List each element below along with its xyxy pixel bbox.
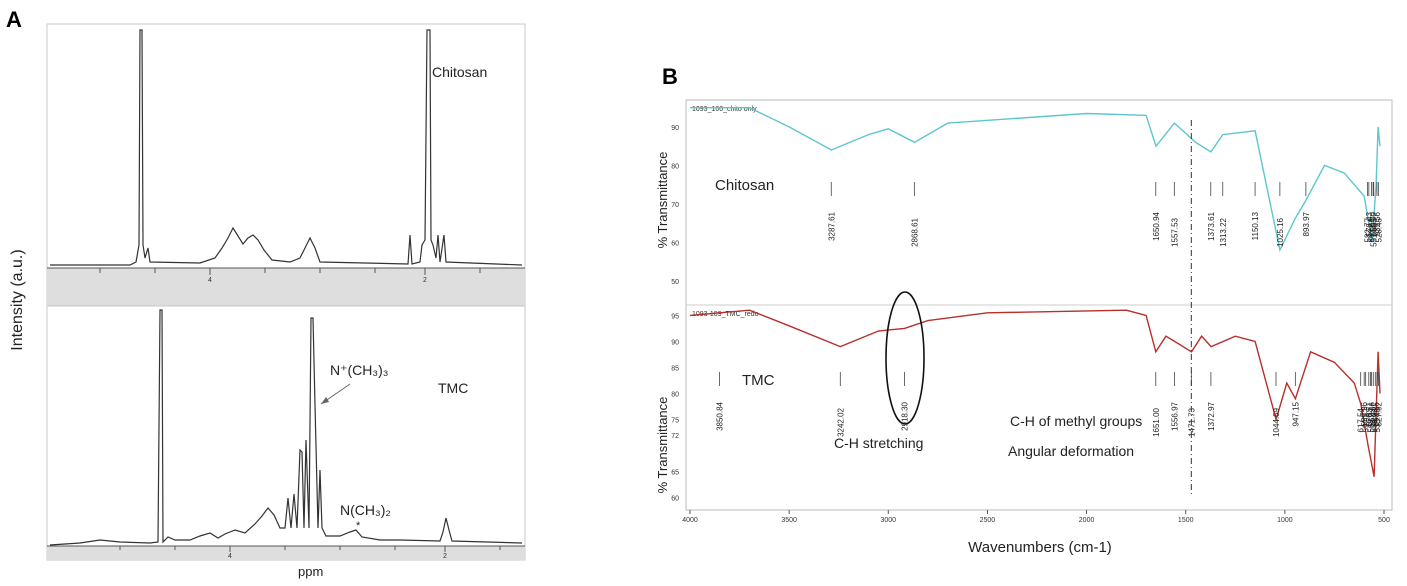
- ftir-peak-label: 617.54: [1357, 407, 1366, 432]
- ftir-peak-label: 1557.53: [1170, 217, 1179, 246]
- ftir-ytick-1-0: 95: [671, 313, 679, 320]
- ftir-tmc-series: [689, 309, 1381, 477]
- ftir-ylabel-top: % Transmittance: [655, 152, 670, 249]
- ftir-peak-label: 592.52: [1362, 407, 1371, 432]
- nmr-chitosan-spectrum: [50, 29, 523, 266]
- ftir-ylabel-bottom: % Transmittance: [655, 397, 670, 494]
- nmr-top-ticks: [99, 268, 481, 275]
- ftir-peak-label: 3850.84: [716, 401, 725, 430]
- ftir-ytick-1-3: 80: [671, 392, 679, 399]
- ftir-ytick-1-2: 85: [671, 366, 679, 373]
- ftir-peak-label: 576.71: [1365, 401, 1374, 426]
- ftir-peak-label: 582.77: [1364, 217, 1373, 242]
- ftir-peaks-tmc: 3850.843242.022918.301651.001556.971471.…: [716, 372, 1383, 437]
- ftir-ytick-1-5: 72: [671, 433, 679, 440]
- nmr-top-axis-band: [47, 268, 525, 306]
- ftir-peak-label: 576.43: [1365, 211, 1374, 236]
- ftir-chitosan-series: [690, 107, 1381, 253]
- ftir-peaks-chitosan: 3287.61 2868.61 1650.94 1557.53 1373.61 1313.…: [827, 182, 1383, 247]
- ftir-peak-label: 1025.16: [1276, 217, 1285, 246]
- ftir-peak-label: 1044.69: [1272, 407, 1281, 436]
- ftir-peak-label: 543.85: [1371, 401, 1380, 426]
- nmr-ann-star: *: [356, 520, 361, 532]
- ftir-peak-label: 1650.94: [1152, 211, 1161, 240]
- panel-a-letter: A: [6, 7, 22, 32]
- nmr-top-tick-2: 2: [423, 277, 427, 284]
- ftir-peak-label: 555.09: [1369, 211, 1378, 236]
- ftir-peak-label: 1313.22: [1219, 217, 1228, 246]
- ftir-ann-ch-stretch: C-H stretching: [834, 435, 923, 451]
- ftir-xticks: 4000 3500 3000 2500 2000 1500 1000 500: [682, 510, 1390, 524]
- ftir-xtick-2: 3000: [880, 517, 896, 524]
- ftir-xtick-1: 3500: [781, 517, 797, 524]
- ftir-xtick-3: 2500: [980, 517, 996, 524]
- ftir-ytick-1-6: 65: [671, 470, 679, 477]
- nmr-ann-trimethyl: N⁺(CH₃)₃: [330, 362, 388, 378]
- nmr-ann-trimethyl-arrowhead: [321, 397, 329, 404]
- ftir-ytick-0-0: 90: [671, 125, 679, 132]
- nmr-bottom-tick-2: 2: [443, 553, 447, 560]
- nmr-bottom-axis-band: [47, 546, 525, 560]
- ftir-ytick-0-4: 50: [671, 279, 679, 286]
- ftir-peak-label: 535.46: [1373, 407, 1382, 432]
- nmr-tmc-label: TMC: [438, 380, 468, 396]
- ftir-ytick-1-4: 75: [671, 418, 679, 425]
- ftir-peak-label: 535.56: [1373, 211, 1382, 236]
- ftir-peak-label: 563.48: [1367, 217, 1376, 242]
- ftir-ytick-0-1: 80: [671, 163, 679, 170]
- ftir-peak-label: 551.863: [1370, 217, 1379, 246]
- ftir-peak-label: 2868.61: [910, 217, 919, 246]
- ftir-peak-label: 1651.00: [1152, 407, 1161, 436]
- ftir-peak-label: 3287.61: [827, 211, 836, 240]
- ftir-xtick-7: 500: [1378, 517, 1390, 524]
- ftir-ann-angular: Angular deformation: [1008, 443, 1134, 459]
- ftir-xtick-6: 1000: [1277, 517, 1293, 524]
- ftir-xtick-5: 1500: [1178, 517, 1194, 524]
- ftir-xtick-0: 4000: [682, 517, 698, 524]
- ftir-peak-label: 1372.97: [1207, 401, 1216, 430]
- ftir-ytick-1-1: 90: [671, 339, 679, 346]
- ftir-file-tmc: 1093-109_TMC_redo: [692, 311, 759, 318]
- ftir-peak-label: 1373.61: [1207, 211, 1216, 240]
- ftir-peak-label: 947.15: [1291, 401, 1300, 426]
- nmr-tmc-spectrum: [49, 309, 523, 546]
- ftir-peak-label: 527.92: [1374, 401, 1383, 426]
- ftir-ytick-0-2: 70: [671, 202, 679, 209]
- ftir-peak-label: 562.46: [1368, 401, 1377, 426]
- ftir-xtick-4: 2000: [1079, 517, 1095, 524]
- nmr-bottom-ticks: [119, 546, 501, 552]
- ftir-ann-ch-methyl: C-H of methyl groups: [1010, 413, 1142, 429]
- panel-b-xlabel: Wavenumbers (cm-1): [968, 539, 1112, 556]
- ftir-file-chito: 1093_100_chito only: [692, 106, 757, 113]
- panel-b-letter: B: [662, 64, 678, 89]
- ftir-peak-label: 3242.02: [836, 407, 845, 436]
- ftir-peak-label: 599.96: [1360, 401, 1369, 426]
- ftir-tmc-label: TMC: [742, 372, 775, 389]
- nmr-top-tick-4: 4: [208, 277, 212, 284]
- ftir-ch-stretch-ellipse: [885, 291, 925, 425]
- ftir-peak-label: 528.45: [1374, 217, 1383, 242]
- ftir-peak-label: 568.04: [1367, 407, 1376, 432]
- ftir-peak-label: 554.04: [1369, 407, 1378, 432]
- ftir-peak-label: 1150.13: [1251, 211, 1260, 240]
- ftir-ytick-0-3: 60: [671, 240, 679, 247]
- nmr-ann-dimethyl: N(CH₃)₂: [340, 502, 391, 518]
- ftir-peak-label: 893.97: [1302, 211, 1311, 236]
- panel-a-xlabel: ppm: [298, 564, 323, 579]
- nmr-chitosan-label: Chitosan: [432, 64, 487, 80]
- ftir-ytick-1-7: 60: [671, 496, 679, 503]
- ftir-peak-label: 1556.97: [1170, 401, 1179, 430]
- ftir-chitosan-label: Chitosan: [715, 177, 774, 194]
- panel-a-ylabel: Intensity (a.u.): [9, 249, 26, 350]
- nmr-bottom-tick-4: 4: [228, 553, 232, 560]
- ftir-peak-label: 2918.30: [900, 401, 909, 430]
- ftir-yticks: 90 80 70 60 50 95 90 85 80 75 72 65 60: [671, 125, 679, 503]
